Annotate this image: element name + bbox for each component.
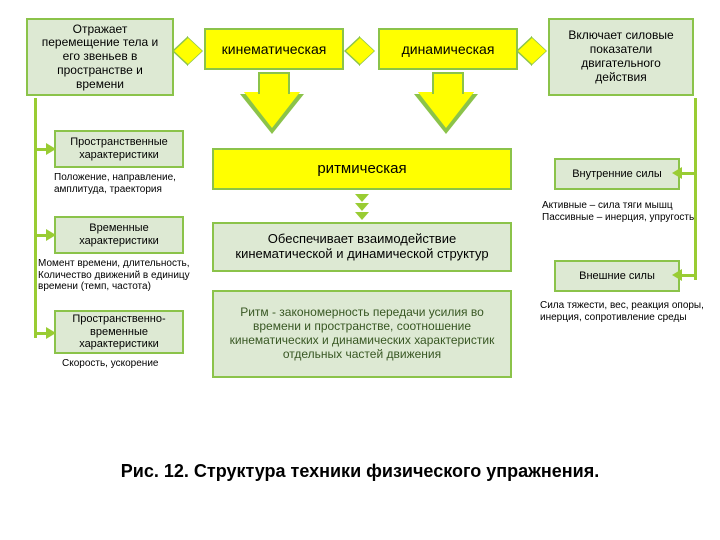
conn-left-ar1 xyxy=(46,143,56,155)
text: Положение, направление, амплитуда, траек… xyxy=(54,172,176,195)
box-dynamic: динамическая xyxy=(378,28,518,70)
box-temporal: Временные характеристики xyxy=(54,216,184,254)
text: Сила тяжести, вес, реакция опоры, инерци… xyxy=(540,300,704,323)
arrow-lr-1 xyxy=(174,36,204,66)
arrow-chev-down xyxy=(355,194,369,220)
conn-right-v xyxy=(694,98,697,280)
conn-right-h1 xyxy=(680,172,696,175)
box-kinematic: кинематическая xyxy=(204,28,344,70)
text: Внешние силы xyxy=(579,270,655,283)
text: Временные характеристики xyxy=(62,222,176,247)
arrow-down-1 xyxy=(244,92,300,128)
text: Включает силовые показатели двигательног… xyxy=(556,29,686,84)
box-kinematic-desc: Отражает перемещение тела и его звеньев … xyxy=(26,18,174,96)
note-internal-forces: Активные – сила тяги мышц Пассивные – ин… xyxy=(542,200,702,223)
text: кинематическая xyxy=(222,41,327,57)
box-dynamic-desc: Включает силовые показатели двигательног… xyxy=(548,18,694,96)
note-spatial: Положение, направление, амплитуда, траек… xyxy=(54,172,194,195)
box-rhythm-def: Ритм - закономерность передачи усилия во… xyxy=(212,290,512,378)
note-external-forces: Сила тяжести, вес, реакция опоры, инерци… xyxy=(540,300,706,323)
text: Обеспечивает взаимодействие кинематическ… xyxy=(220,232,504,262)
text: Рис. 12. Структура техники физического у… xyxy=(121,461,599,481)
box-spatiotemporal: Пространственно-временные характеристики xyxy=(54,310,184,354)
text: Ритм - закономерность передачи усилия во… xyxy=(220,306,504,361)
text: Отражает перемещение тела и его звеньев … xyxy=(34,23,166,92)
text: ритмическая xyxy=(317,160,406,177)
box-rhythmic-desc: Обеспечивает взаимодействие кинематическ… xyxy=(212,222,512,272)
text: Момент времени, длительность, Количество… xyxy=(38,258,190,292)
conn-right-al1 xyxy=(672,167,682,179)
box-internal-forces: Внутренние силы xyxy=(554,158,680,190)
conn-left-v xyxy=(34,98,37,338)
arrow-lr-3 xyxy=(518,36,548,66)
conn-right-h2 xyxy=(680,274,696,277)
text: Внутренние силы xyxy=(572,168,662,181)
conn-right-al2 xyxy=(672,269,682,281)
conn-left-ar3 xyxy=(46,327,56,339)
text: Пространственно-временные характеристики xyxy=(62,313,176,351)
arrow-lr-2 xyxy=(346,36,376,66)
box-rhythmic: ритмическая xyxy=(212,148,512,190)
figure-caption: Рис. 12. Структура техники физического у… xyxy=(0,460,720,483)
conn-left-ar2 xyxy=(46,229,56,241)
text: Скорость, ускорение xyxy=(62,358,158,369)
box-external-forces: Внешние силы xyxy=(554,260,680,292)
arrow-down-2 xyxy=(418,92,474,128)
text: Пространственные характеристики xyxy=(62,136,176,161)
text: динамическая xyxy=(402,41,495,57)
text: Активные – сила тяги мышц Пассивные – ин… xyxy=(542,200,694,223)
note-spatiotemporal: Скорость, ускорение xyxy=(62,358,202,370)
note-temporal: Момент времени, длительность, Количество… xyxy=(38,258,206,293)
box-spatial: Пространственные характеристики xyxy=(54,130,184,168)
